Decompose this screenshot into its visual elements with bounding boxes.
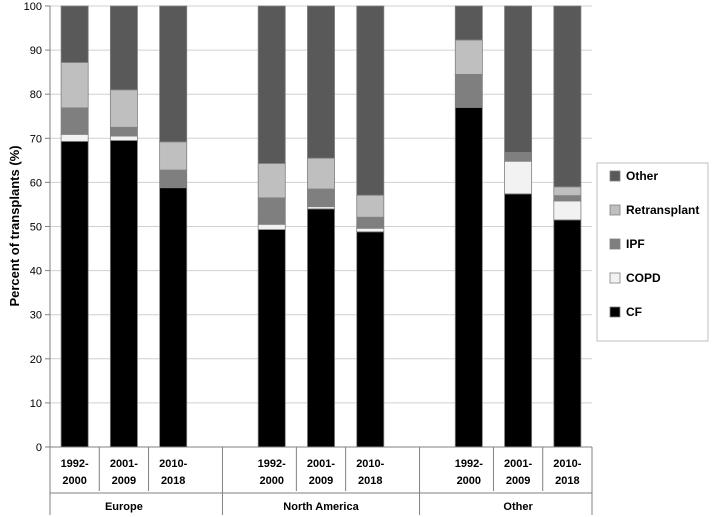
bar-segment-ipf	[454, 73, 483, 108]
bar-segment-cf	[504, 193, 533, 448]
bar-segment-retransplant	[307, 157, 335, 190]
axes	[45, 5, 593, 515]
legend-swatch-other	[609, 170, 621, 182]
legend-swatch-cf	[609, 306, 621, 318]
group-label: Europe	[105, 501, 143, 513]
legend-swatch-ipf	[609, 238, 621, 250]
x-category-label: 2001-2009	[110, 458, 138, 487]
x-category-label: 2001-2009	[504, 458, 532, 487]
bar-segment-retransplant	[356, 194, 385, 218]
y-tick-label: 70	[30, 133, 42, 145]
bar-segment-copd	[60, 133, 89, 142]
legend-label: COPD	[626, 271, 661, 285]
x-category-label: 2001-2009	[307, 458, 335, 487]
y-tick-label: 20	[30, 354, 42, 366]
x-category-label: 1992-2000	[455, 458, 483, 487]
y-axis-label: Percent of transplants (%)	[7, 145, 22, 306]
bar-segment-cf	[257, 229, 286, 448]
bar-segment-other	[356, 5, 385, 196]
legend-label: Retransplant	[626, 203, 699, 217]
bar-segment-retransplant	[553, 186, 582, 197]
x-category-label: 2010-2018	[553, 458, 581, 487]
legend: Other Retransplant IPF COPD CF	[596, 162, 709, 342]
bars	[60, 5, 582, 448]
bar-segment-retransplant	[454, 39, 483, 75]
bar-segment-retransplant	[159, 141, 188, 171]
bar-segment-ipf	[307, 188, 335, 208]
bar-segment-ipf	[257, 197, 286, 225]
labels: 0 10 20 30 40 50 60 70 80 90 100 1992-2000 2001-2009…	[24, 1, 582, 513]
bar-segment-cf	[109, 140, 138, 448]
bar-segment-copd	[109, 135, 138, 141]
y-tick-label: 0	[36, 442, 42, 454]
bar-segment-other	[257, 5, 286, 164]
bar-segment-other	[307, 5, 335, 159]
bar-segment-other	[60, 5, 89, 63]
group-label: Other	[503, 501, 533, 513]
y-tick-label: 80	[30, 89, 42, 101]
y-tick-label: 40	[30, 266, 42, 278]
y-tick-label: 10	[30, 398, 42, 410]
bar-segment-cf	[60, 140, 89, 448]
bar-segment-cf	[553, 219, 582, 448]
bar-segment-other	[553, 5, 582, 188]
legend-label: Other	[626, 169, 658, 183]
legend-swatch-retransplant	[609, 204, 621, 216]
legend-label: CF	[626, 305, 642, 319]
bar-segment-copd	[504, 160, 533, 195]
y-tick-label: 50	[30, 222, 42, 234]
legend-label: IPF	[626, 237, 645, 251]
bar-segment-retransplant	[60, 62, 89, 109]
x-category-label: 2010-2018	[159, 458, 187, 487]
group-label: North America	[283, 501, 359, 513]
x-category-label: 1992-2000	[61, 458, 89, 487]
bar-segment-copd	[257, 223, 286, 230]
bar-segment-copd	[356, 227, 385, 233]
x-category-label: 2010-2018	[356, 458, 384, 487]
bar-segment-cf	[307, 208, 335, 448]
bar-segment-ipf	[109, 126, 138, 137]
bar-segment-copd	[553, 200, 582, 221]
bar-segment-other	[159, 5, 188, 143]
y-tick-label: 90	[30, 45, 42, 57]
legend-swatch-copd	[609, 272, 621, 284]
y-tick-label: 60	[30, 177, 42, 189]
bar-segment-cf	[356, 231, 385, 448]
bar-segment-ipf	[159, 169, 188, 189]
bar-segment-cf	[159, 187, 188, 448]
y-tick-label: 30	[30, 310, 42, 322]
bar-segment-ipf	[553, 195, 582, 202]
bar-segment-other	[504, 5, 533, 153]
bar-segment-cf	[454, 107, 483, 448]
bar-segment-other	[454, 5, 483, 41]
bar-segment-retransplant	[109, 89, 138, 128]
bar-segment-ipf	[504, 152, 533, 162]
bar-segment-other	[109, 5, 138, 91]
x-category-label: 1992-2000	[258, 458, 286, 487]
bar-segment-ipf	[356, 216, 385, 229]
y-tick-label: 100	[24, 1, 42, 13]
bar-segment-ipf	[60, 107, 89, 135]
bar-segment-retransplant	[257, 163, 286, 199]
